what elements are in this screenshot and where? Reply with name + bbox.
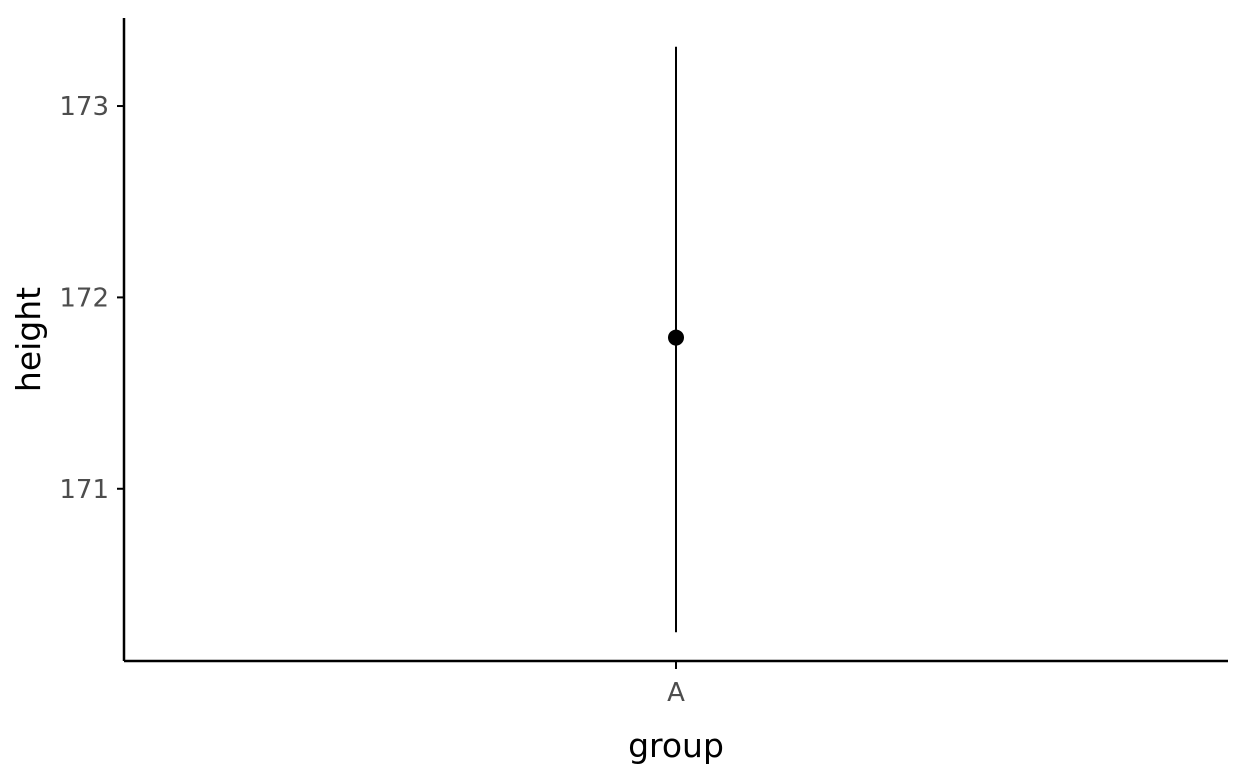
y-tick-label: 172 bbox=[59, 283, 109, 313]
y-axis-title: height bbox=[9, 287, 48, 392]
data-point bbox=[668, 329, 684, 346]
x-tick-label: A bbox=[667, 678, 685, 708]
x-axis-ticks: A bbox=[667, 661, 685, 708]
y-axis-ticks: 171 172 173 bbox=[59, 92, 124, 505]
y-tick-label: 173 bbox=[59, 92, 109, 122]
x-axis-title: group bbox=[628, 726, 724, 765]
chart-marks bbox=[668, 46, 684, 633]
y-tick-label: 171 bbox=[59, 475, 109, 505]
